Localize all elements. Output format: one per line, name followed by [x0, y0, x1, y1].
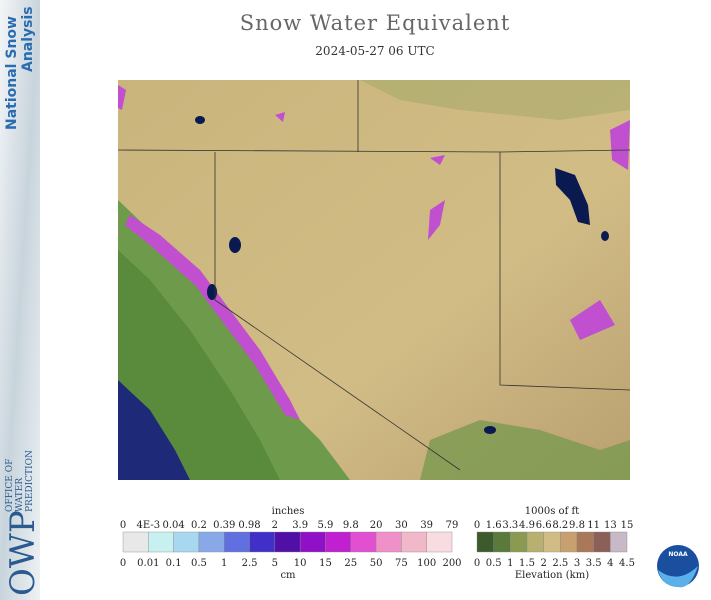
legend-label: 2.5: [242, 558, 258, 569]
legend-label: 15: [319, 558, 332, 569]
legend-label: 0.1: [166, 558, 182, 569]
sidebar-title-line: Analysis: [20, 6, 36, 72]
legend-label: 0.5: [486, 558, 502, 569]
map: [117, 80, 631, 480]
legend-label: 9.8: [569, 520, 585, 531]
office-line: WATER: [15, 478, 25, 512]
legend-label: 10: [294, 558, 307, 569]
legend-label: 25: [344, 558, 357, 569]
legend-label: 0: [120, 520, 126, 531]
legend-label: 2: [272, 520, 278, 531]
legend-unit: cm: [280, 570, 296, 581]
legend-swatch: [543, 531, 561, 553]
legend-swatch: [148, 531, 174, 553]
legend-unit: 1000s of ft: [525, 506, 579, 517]
legend-swatch: [593, 531, 611, 553]
legend-label: 15: [621, 520, 634, 531]
legend-label: 6.6: [536, 520, 552, 531]
legend-label: 3.9: [292, 520, 308, 531]
legend-label: 0.2: [191, 520, 207, 531]
noaa-text: NOAA: [668, 551, 688, 558]
legend-swatch: [493, 531, 511, 553]
legend-swatch: [526, 531, 544, 553]
legend-swatch: [610, 531, 628, 553]
legend-label: 2.5: [552, 558, 568, 569]
legend-swatch: [350, 531, 377, 553]
map-subtitle: 2024-05-27 06 UTC: [315, 44, 434, 58]
sidebar-title-line: National Snow: [4, 16, 20, 130]
legend-swatch: [560, 531, 578, 553]
legend-swatch: [426, 531, 453, 553]
legend-label: 200: [442, 558, 461, 569]
legend-label: 1: [507, 558, 513, 569]
legend-swatch: [249, 531, 276, 553]
legend-swatch: [274, 531, 301, 553]
legend-label: 0: [120, 558, 126, 569]
legend-label: 30: [395, 520, 408, 531]
legend-label: 3.5: [586, 558, 602, 569]
legend-label: 0.39: [213, 520, 235, 531]
legend-swatch: [325, 531, 351, 553]
map-title: Snow Water Equivalent: [240, 11, 511, 35]
legend-label: 75: [395, 558, 408, 569]
legend-swatch: [576, 531, 594, 553]
legend-label: 4E-3: [137, 520, 161, 531]
legend-swatch: [401, 531, 427, 553]
owp-logo: OWP OFFICE OF WATER PREDICTION: [3, 450, 43, 596]
legend-label: 4.5: [619, 558, 635, 569]
legend-unit: Elevation (km): [515, 570, 589, 581]
legend-label: 13: [604, 520, 617, 531]
office-line: OFFICE OF: [5, 459, 15, 512]
legend-swatch: [510, 531, 528, 553]
legend-label: 20: [370, 520, 383, 531]
legend-label: 2: [540, 558, 546, 569]
sidebar-title: National Snow Analysis: [4, 6, 36, 130]
legend-label: 1.6: [486, 520, 502, 531]
legend-label: 8.2: [552, 520, 568, 531]
legend-label: 3.3: [502, 520, 518, 531]
legend-label: 1: [221, 558, 227, 569]
legend-label: 0.5: [191, 558, 207, 569]
swe-legend: inches cm 0 4E-3 0.04 0.2 0.39 0.98 2 3.9 5.9 9.8…: [120, 506, 462, 581]
office-line: PREDICTION: [25, 450, 35, 512]
legend-swatch: [173, 531, 200, 553]
legend-label: 1.5: [519, 558, 535, 569]
legend-swatch: [122, 531, 149, 553]
legend-label: 5.9: [318, 520, 334, 531]
legend-label: 9.8: [343, 520, 359, 531]
noaa-logo: NOAA: [657, 545, 699, 588]
legend-label: 50: [370, 558, 383, 569]
sidebar: [0, 0, 40, 600]
legend-label: 11: [587, 520, 600, 531]
legend-label: 0: [474, 558, 480, 569]
legend-label: 0: [474, 520, 480, 531]
owp-text: OWP: [3, 510, 43, 596]
legend-label: 0.04: [162, 520, 184, 531]
legend-swatch: [198, 531, 225, 553]
legend-swatch: [375, 531, 402, 553]
legend-label: 0.98: [238, 520, 260, 531]
legend-label: 79: [446, 520, 459, 531]
legend-label: 5: [272, 558, 278, 569]
legend-label: 0.01: [137, 558, 159, 569]
legend-label: 4.9: [519, 520, 535, 531]
elevation-legend: 1000s of ft Elevation (km) 0 1.6 3.3 4.9 6.6…: [474, 506, 635, 581]
legend-swatch: [299, 531, 326, 553]
legend-label: 39: [420, 520, 433, 531]
legend-swatch: [476, 531, 494, 553]
legend-swatch: [224, 531, 250, 553]
legend-unit: inches: [272, 506, 305, 517]
legend-label: 100: [417, 558, 436, 569]
legend-label: 4: [607, 558, 613, 569]
legend-label: 3: [574, 558, 580, 569]
